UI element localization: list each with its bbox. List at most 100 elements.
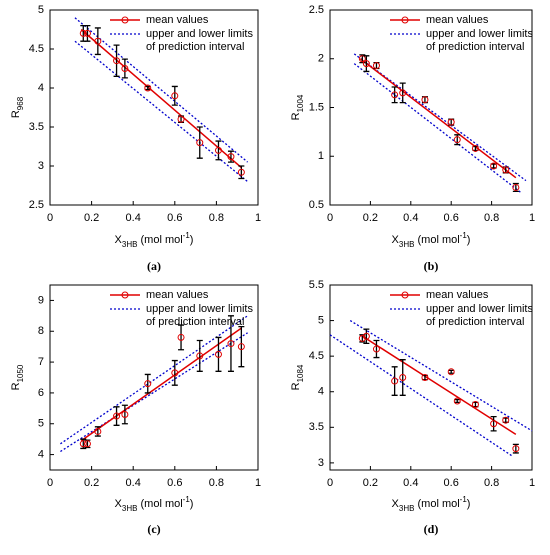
data-point [447,368,455,376]
error-bar [227,150,234,163]
legend-marker [121,16,129,24]
x-tick-label: 0 [327,477,333,489]
error-bar [391,86,398,104]
label-part: (mol mol [137,234,182,246]
x-tick-label: 0.6 [444,477,459,489]
interval-line [329,334,513,457]
error-bar [490,415,497,432]
x-tick-label: 0.6 [167,477,182,489]
error-bar [121,404,128,425]
axis-label: X3HB (mol mol-1) [392,495,471,513]
x-tick-label: 0.4 [126,212,141,224]
x-tick-label: 0.8 [209,477,224,489]
fit-line [80,28,242,169]
y-tick-label: 2.5 [309,4,324,16]
y-tick-label: 4.5 [309,350,324,362]
axis-label: R968 [10,96,25,118]
axis-label: X3HB (mol mol-1) [115,231,194,249]
label-part: 1050 [16,364,25,382]
label-part: R [10,382,22,390]
data-point [237,343,245,351]
label-part: 3HB [399,240,415,249]
legend-label: of prediction interval [146,316,244,328]
x-tick-label: 1 [255,477,261,489]
x-tick-label: 1 [529,212,535,224]
y-tick-label: 0.5 [309,199,324,211]
y-tick-label: 7 [38,356,44,368]
error-bar [84,24,91,42]
plot-frame [329,284,533,471]
error-bar [178,324,185,351]
data-point [490,162,498,170]
label-part: 3HB [122,504,138,513]
data-point [214,350,222,358]
legend-label: upper and lower limits [426,28,533,40]
y-tick-label: 1.5 [309,101,324,113]
data-point [227,340,235,348]
data-point [227,153,235,161]
data-point [471,401,479,409]
data-point [214,146,222,154]
y-tick-label: 2 [318,53,324,65]
interval-line [60,332,248,453]
error-bar [359,334,366,343]
legend-label: upper and lower limits [426,303,533,315]
x-tick-label: 0.8 [484,477,499,489]
y-tick-label: 1 [318,150,324,162]
data-point [358,334,366,342]
y-tick-label: 6 [38,387,44,399]
label-part: R [10,110,22,118]
label-part: 3HB [399,504,415,513]
data-point [237,168,245,176]
data-point [512,183,520,191]
data-point [113,57,121,65]
label-part: X [392,498,400,510]
interval-line [353,53,527,182]
error-bar [363,328,370,344]
fit-line [80,327,242,442]
data-point [94,37,102,45]
data-point [144,84,152,92]
error-bar [113,406,120,426]
legend-label: mean values [426,289,489,301]
data-point [171,92,179,100]
label-part: 1004 [296,94,305,112]
label-part: ) [190,234,194,246]
data-point [196,352,204,360]
error-bar [171,85,178,106]
x-tick-label: 0.8 [484,212,499,224]
panel-label: (a) [147,259,161,273]
label-part: -1 [183,495,191,504]
y-tick-label: 4 [318,386,324,398]
plot-frame [49,9,259,206]
x-tick-label: 0.6 [444,212,459,224]
legend-label: of prediction interval [426,41,524,53]
data-point [490,420,498,428]
y-tick-label: 5 [38,418,44,430]
error-bar [399,359,406,396]
error-bar [196,339,203,372]
axis-label: R1004 [290,94,305,120]
x-tick-label: 0.6 [167,212,182,224]
label-part: 3HB [122,240,138,249]
data-point [502,166,510,174]
label-part: (mol mol [137,498,182,510]
data-point [79,440,87,448]
label-part: ) [467,498,471,510]
data-point [453,136,461,144]
y-tick-label: 3.5 [29,121,44,133]
y-tick-label: 5 [318,314,324,326]
plot-frame [49,284,259,471]
error-bar [196,126,203,159]
interval-line [74,17,249,163]
error-bar [94,27,101,56]
fit-line [359,58,517,179]
data-point [453,397,461,405]
label-part: (mol mol [414,234,459,246]
error-bar [363,55,370,73]
y-tick-label: 3 [318,457,324,469]
legend-label: mean values [426,14,489,26]
data-point [421,96,429,104]
y-tick-label: 8 [38,325,44,337]
